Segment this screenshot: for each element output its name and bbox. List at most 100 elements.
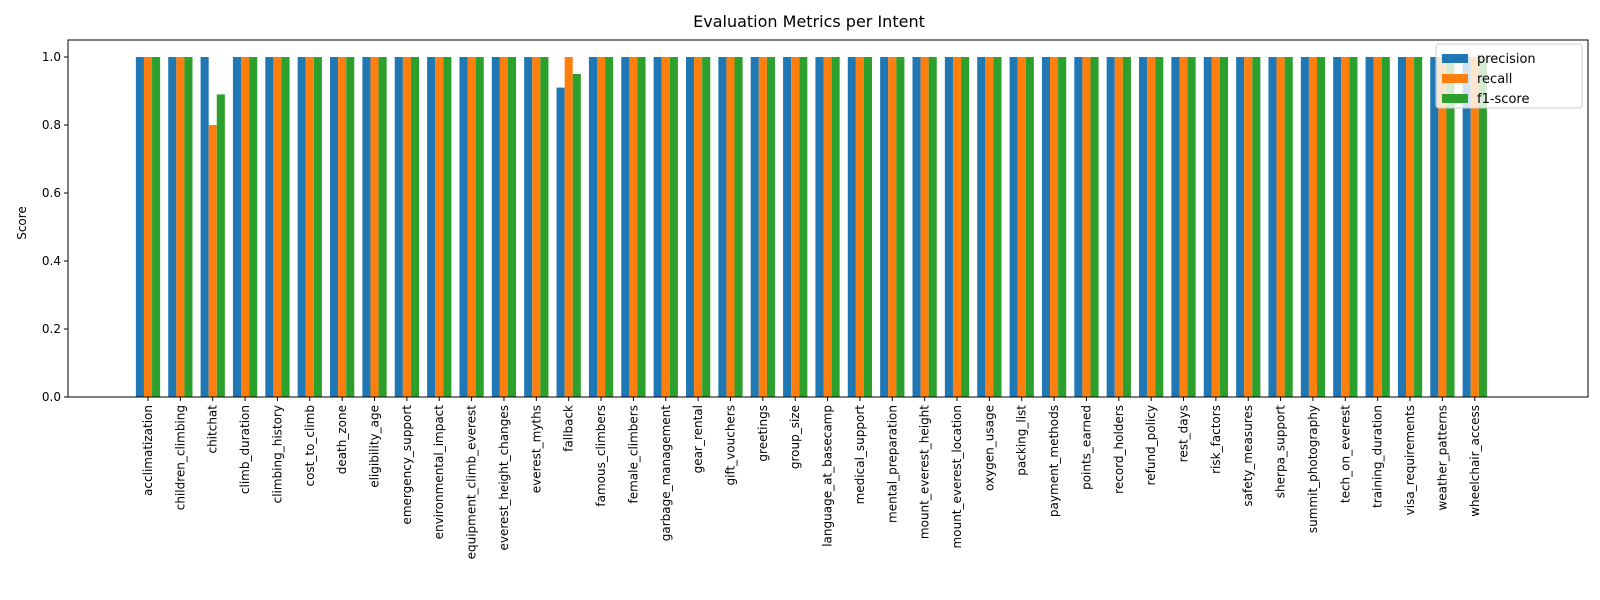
x-tick-label: famous_climbers bbox=[594, 405, 608, 507]
bar-recall-emergency_support bbox=[402, 57, 411, 397]
x-tick-label: safety_measures bbox=[1241, 405, 1255, 507]
bar-recall-oxygen_usage bbox=[985, 57, 994, 397]
bar-recall-famous_climbers bbox=[597, 57, 606, 397]
x-tick-label: mental_preparation bbox=[885, 405, 899, 523]
x-tick-label: greetings bbox=[756, 405, 770, 462]
bar-precision-sherpa_support bbox=[1268, 57, 1277, 397]
x-tick-label: everest_myths bbox=[529, 405, 543, 493]
bar-precision-climbing_history bbox=[265, 57, 274, 397]
bar-recall-cost_to_climb bbox=[305, 57, 314, 397]
x-tick-label: mount_everest_location bbox=[950, 405, 964, 548]
bar-f1-score-rest_days bbox=[1187, 57, 1196, 397]
y-ticks-group: 0.0 0.2 0.4 0.6 0.8 1.0 bbox=[42, 50, 68, 404]
bar-recall-risk_factors bbox=[1211, 57, 1220, 397]
bar-precision-greetings bbox=[750, 57, 759, 397]
x-tick-label: packing_list bbox=[1015, 405, 1029, 476]
bar-recall-wheelchair_access bbox=[1470, 57, 1479, 397]
x-tick-label: chitchat bbox=[206, 405, 220, 454]
x-tick-label: language_at_basecamp bbox=[821, 405, 835, 547]
bar-precision-emergency_support bbox=[394, 57, 403, 397]
bar-precision-acclimatization bbox=[135, 57, 144, 397]
bars-group bbox=[135, 57, 1487, 398]
bar-recall-points_earned bbox=[1082, 57, 1091, 397]
bar-recall-climb_duration bbox=[241, 57, 250, 397]
bar-precision-risk_factors bbox=[1203, 57, 1212, 397]
bar-precision-garbage_management bbox=[653, 57, 662, 397]
y-tick-label: 0.8 bbox=[42, 118, 61, 132]
x-tick-label: summit_photography bbox=[1306, 405, 1320, 533]
bar-f1-score-risk_factors bbox=[1219, 57, 1229, 397]
bar-precision-everest_height_changes bbox=[491, 57, 500, 397]
chart-title: Evaluation Metrics per Intent bbox=[693, 12, 925, 31]
bar-precision-wheelchair_access bbox=[1462, 57, 1471, 397]
legend-label-recall: recall bbox=[1477, 72, 1512, 87]
bar-precision-refund_policy bbox=[1139, 57, 1148, 397]
bar-precision-training_duration bbox=[1365, 57, 1374, 397]
bar-precision-chitchat bbox=[200, 57, 209, 397]
bar-recall-summit_photography bbox=[1308, 57, 1317, 397]
x-tick-label: payment_methods bbox=[1047, 405, 1061, 517]
bar-f1-score-mount_everest_location bbox=[961, 57, 970, 397]
x-tick-label: points_earned bbox=[1079, 405, 1093, 490]
bar-f1-score-gear_rental bbox=[702, 57, 711, 397]
x-tick-label: acclimatization bbox=[141, 405, 155, 496]
bar-f1-score-medical_support bbox=[863, 57, 873, 397]
bar-precision-environmental_impact bbox=[427, 57, 436, 397]
bar-recall-rest_days bbox=[1179, 57, 1188, 397]
x-tick-label: everest_height_changes bbox=[497, 405, 511, 551]
bar-recall-climbing_history bbox=[273, 57, 282, 397]
bar-recall-garbage_management bbox=[661, 57, 670, 397]
bar-precision-equipment_climb_everest bbox=[459, 57, 468, 397]
bar-precision-points_earned bbox=[1074, 57, 1083, 397]
x-tick-label: tech_on_everest bbox=[1338, 405, 1352, 503]
x-tick-label: children_climbing bbox=[173, 405, 187, 510]
x-tick-label: training_duration bbox=[1371, 405, 1385, 508]
bar-f1-score-acclimatization bbox=[152, 57, 161, 397]
bar-f1-score-emergency_support bbox=[410, 57, 420, 397]
bar-f1-score-training_duration bbox=[1381, 57, 1390, 397]
bar-recall-everest_height_changes bbox=[499, 57, 508, 397]
x-tick-label: oxygen_usage bbox=[982, 405, 996, 491]
bar-f1-score-payment_methods bbox=[1058, 57, 1067, 397]
bar-f1-score-fallback bbox=[572, 74, 581, 397]
bar-precision-visa_requirements bbox=[1397, 57, 1406, 397]
bar-recall-death_zone bbox=[338, 57, 347, 397]
bar-precision-mount_everest_location bbox=[944, 57, 953, 397]
bar-precision-children_climbing bbox=[168, 57, 177, 397]
bar-recall-fallback bbox=[564, 57, 573, 397]
x-tick-label: sherpa_support bbox=[1274, 405, 1288, 499]
x-tick-label: death_zone bbox=[335, 405, 349, 474]
x-tick-label: female_climbers bbox=[626, 405, 640, 504]
bar-recall-payment_methods bbox=[1050, 57, 1059, 397]
bar-recall-medical_support bbox=[855, 57, 864, 397]
y-tick-label: 0.2 bbox=[42, 322, 61, 336]
bar-f1-score-chitchat bbox=[216, 94, 225, 398]
bar-f1-score-record_holders bbox=[1122, 57, 1131, 397]
bar-f1-score-climb_duration bbox=[249, 57, 258, 397]
x-tick-label: group_size bbox=[788, 405, 802, 469]
bar-f1-score-children_climbing bbox=[184, 57, 193, 397]
x-ticks-group: acclimatization children_climbing chitchat… bbox=[141, 397, 1482, 559]
bar-recall-greetings bbox=[758, 57, 767, 397]
y-tick-label: 0.6 bbox=[42, 186, 61, 200]
x-tick-label: environmental_impact bbox=[432, 405, 446, 540]
plot-frame bbox=[67, 39, 1589, 398]
bar-f1-score-cost_to_climb bbox=[313, 57, 322, 397]
bar-precision-eligibility_age bbox=[362, 57, 371, 397]
x-tick-label: visa_requirements bbox=[1403, 405, 1417, 515]
legend: precision recall f1-score bbox=[1435, 43, 1583, 109]
bar-f1-score-wheelchair_access bbox=[1478, 57, 1487, 397]
legend-box bbox=[1435, 43, 1583, 109]
bar-precision-gear_rental bbox=[685, 57, 695, 397]
bar-f1-score-everest_height_changes bbox=[508, 57, 517, 397]
bar-precision-cost_to_climb bbox=[297, 57, 306, 397]
legend-swatch-recall bbox=[1442, 74, 1468, 83]
x-tick-label: climbing_history bbox=[270, 405, 284, 503]
bar-recall-sherpa_support bbox=[1276, 57, 1285, 397]
bar-f1-score-packing_list bbox=[1025, 57, 1034, 397]
x-tick-label: equipment_climb_everest bbox=[465, 405, 479, 560]
bar-recall-mental_preparation bbox=[888, 57, 897, 397]
bar-precision-weather_patterns bbox=[1430, 57, 1439, 397]
bar-f1-score-language_at_basecamp bbox=[831, 57, 840, 397]
